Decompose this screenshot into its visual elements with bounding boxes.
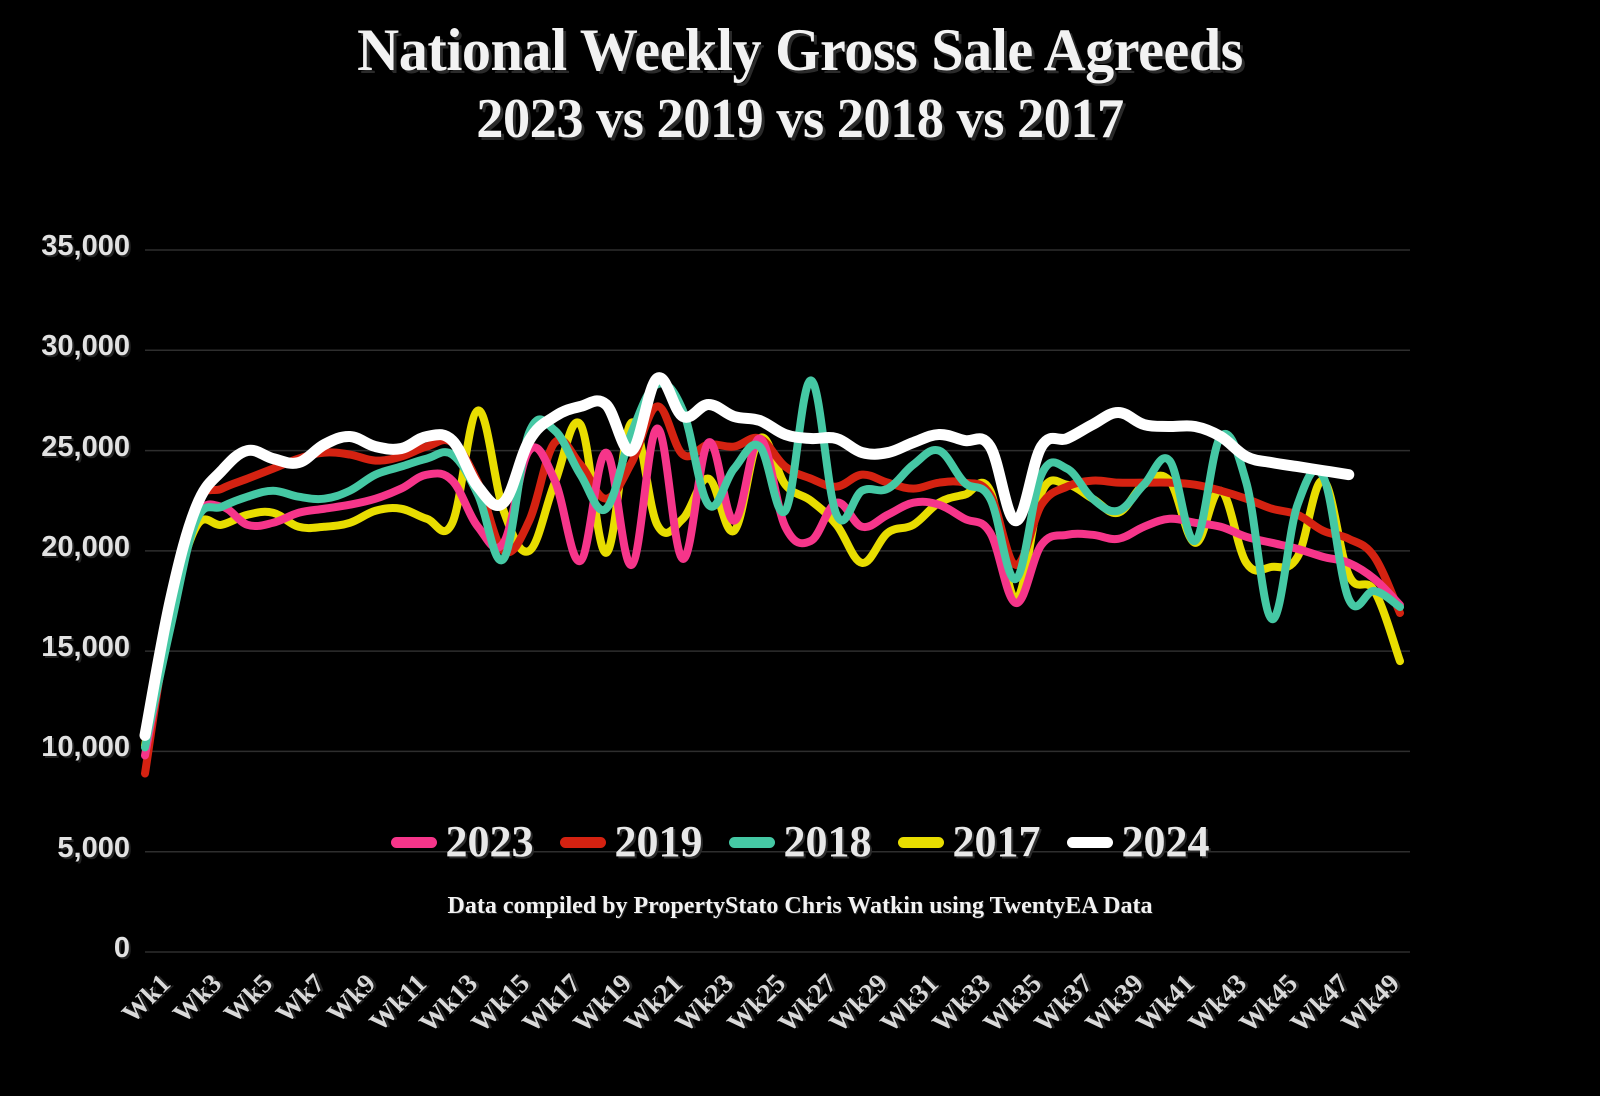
legend-item-2024[interactable]: 2024: [1066, 817, 1210, 866]
legend-label-2018: 2018: [783, 817, 872, 866]
y-axis-tick-label: 0: [113, 932, 130, 964]
y-axis-tick-label: 20,000: [41, 530, 130, 563]
legend-item-2018[interactable]: 2018: [728, 817, 872, 866]
attribution-text: Data compiled by PropertyStato Chris Wat…: [447, 893, 1153, 919]
legend-label-2017: 2017: [952, 817, 1041, 866]
legend-label-2019: 2019: [614, 817, 703, 866]
series-lines-group: [139, 372, 1404, 778]
legend-swatch-2018: [728, 836, 775, 848]
y-axis-tick-label: 10,000: [41, 731, 130, 764]
legend-swatch-2019: [559, 836, 606, 848]
gridlines-group: [145, 249, 1410, 953]
legend-swatch-2023: [390, 836, 437, 848]
legend-item-2023[interactable]: 2023: [390, 817, 534, 866]
y-axis-tick-label: 30,000: [41, 330, 130, 363]
legend-item-2017[interactable]: 2017: [897, 817, 1041, 866]
legend-label-2024: 2024: [1121, 817, 1210, 866]
series-line-2018: [141, 376, 1404, 752]
chart-legend: 2023 2019 2018 2017 2024: [0, 818, 1600, 866]
series-line-2023: [141, 424, 1404, 760]
legend-item-2019[interactable]: 2019: [559, 817, 703, 866]
legend-swatch-2024: [1066, 836, 1113, 848]
y-axis-tick-label: 15,000: [41, 631, 130, 664]
legend-label-2023: 2023: [445, 817, 534, 866]
y-axis-tick-label: 5,000: [57, 831, 130, 864]
series-line-2024: [139, 372, 1355, 741]
y-axis-tick-label: 35,000: [41, 230, 130, 262]
legend-swatch-2017: [897, 836, 944, 848]
y-axis-tick-label: 25,000: [41, 430, 130, 463]
